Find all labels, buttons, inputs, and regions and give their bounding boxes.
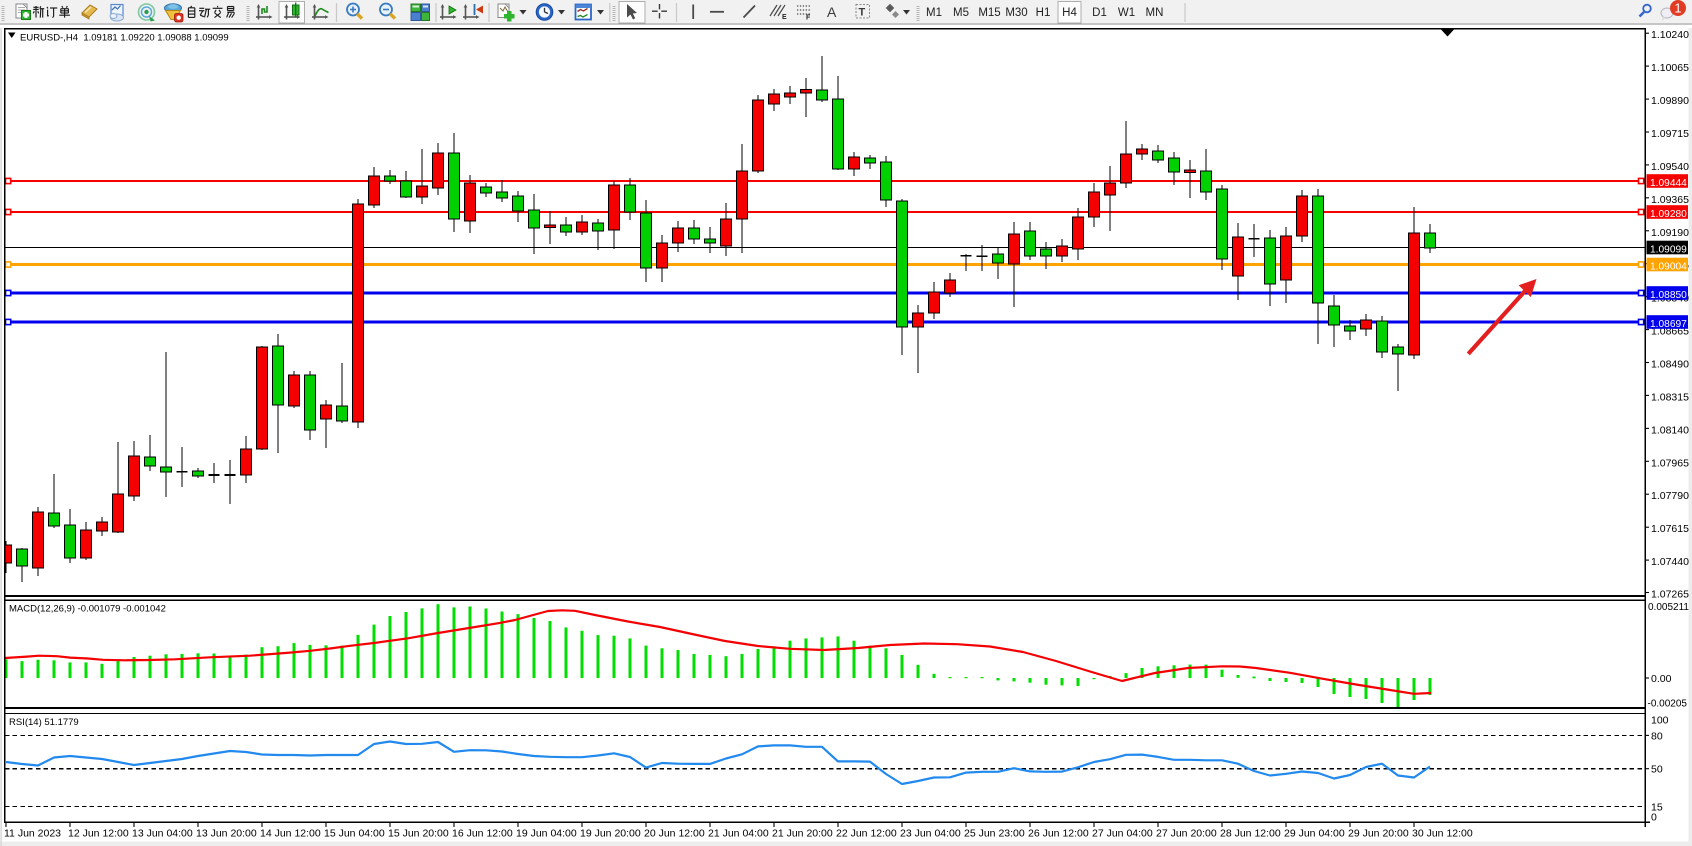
svg-text:1.10240: 1.10240 [1651,29,1689,41]
svg-text:50: 50 [1651,764,1663,776]
svg-text:19 Jun 20:00: 19 Jun 20:00 [580,828,641,840]
svg-text:0: 0 [1651,811,1657,823]
svg-text:1: 1 [1674,1,1681,16]
svg-text:M15: M15 [978,7,1000,19]
svg-text:EURUSD-,H4 1.09181 1.09220 1.: EURUSD-,H4 1.09181 1.09220 1.09088 1.090… [20,33,229,44]
svg-text:E: E [782,14,787,21]
svg-text:16 Jun 12:00: 16 Jun 12:00 [452,828,513,840]
svg-text:1.10065: 1.10065 [1651,62,1689,74]
svg-text:80: 80 [1651,730,1663,742]
svg-text:23 Jun 04:00: 23 Jun 04:00 [900,828,961,840]
svg-text:14 Jun 12:00: 14 Jun 12:00 [260,828,321,840]
svg-text:1.07440: 1.07440 [1651,556,1689,568]
svg-text:1.07265: 1.07265 [1651,589,1689,601]
svg-text:22 Jun 12:00: 22 Jun 12:00 [836,828,897,840]
svg-text:15 Jun 04:00: 15 Jun 04:00 [324,828,385,840]
svg-text:1.09190: 1.09190 [1651,227,1689,239]
svg-text:100: 100 [1651,715,1669,727]
svg-text:D1: D1 [1092,7,1107,19]
svg-text:1.08315: 1.08315 [1651,391,1689,403]
svg-text:0.005211: 0.005211 [1648,602,1689,613]
svg-text:1.08850: 1.08850 [1650,290,1687,301]
svg-text:1.08697: 1.08697 [1650,319,1687,330]
svg-text:F: F [806,15,811,22]
svg-text:H4: H4 [1062,7,1077,19]
svg-text:M30: M30 [1005,7,1027,19]
svg-text:19 Jun 04:00: 19 Jun 04:00 [516,828,577,840]
svg-text:H1: H1 [1036,7,1051,19]
svg-text:-0.00205: -0.00205 [1648,699,1688,710]
svg-text:MN: MN [1146,7,1164,19]
svg-text:1.09099: 1.09099 [1650,244,1687,255]
svg-text:1.09004: 1.09004 [1650,261,1687,272]
svg-text:27 Jun 04:00: 27 Jun 04:00 [1092,828,1153,840]
svg-text:0.00: 0.00 [1651,673,1672,685]
svg-text:1.08490: 1.08490 [1651,359,1689,371]
svg-text:21 Jun 04:00: 21 Jun 04:00 [708,828,769,840]
svg-text:A: A [827,4,837,20]
svg-text:1.09890: 1.09890 [1651,95,1689,107]
svg-text:15: 15 [1651,801,1663,813]
svg-text:M5: M5 [953,7,969,19]
svg-text:1.09715: 1.09715 [1651,128,1689,140]
svg-text:21 Jun 20:00: 21 Jun 20:00 [772,828,833,840]
svg-text:MACD(12,26,9) -0.001079 -0.001: MACD(12,26,9) -0.001079 -0.001042 [9,604,166,615]
svg-text:30 Jun 12:00: 30 Jun 12:00 [1412,828,1473,840]
svg-text:20 Jun 12:00: 20 Jun 12:00 [644,828,705,840]
svg-text:26 Jun 12:00: 26 Jun 12:00 [1028,828,1089,840]
svg-text:RSI(14) 51.1779: RSI(14) 51.1779 [9,717,79,728]
svg-text:M1: M1 [926,7,942,19]
svg-text:28 Jun 12:00: 28 Jun 12:00 [1220,828,1281,840]
svg-text:1.09444: 1.09444 [1650,178,1687,189]
svg-text:25 Jun 23:00: 25 Jun 23:00 [964,828,1025,840]
svg-text:29 Jun 20:00: 29 Jun 20:00 [1348,828,1409,840]
svg-text:12 Jun 12:00: 12 Jun 12:00 [68,828,129,840]
svg-text:T: T [859,7,866,19]
svg-text:W1: W1 [1118,7,1135,19]
svg-text:13 Jun 20:00: 13 Jun 20:00 [196,828,257,840]
svg-text:1.08140: 1.08140 [1651,424,1689,436]
svg-text:11 Jun 2023: 11 Jun 2023 [4,828,61,840]
svg-text:29 Jun 04:00: 29 Jun 04:00 [1284,828,1345,840]
svg-text:15 Jun 20:00: 15 Jun 20:00 [388,828,449,840]
svg-text:1.09540: 1.09540 [1651,161,1689,173]
svg-text:1.07615: 1.07615 [1651,523,1689,535]
svg-text:13 Jun 04:00: 13 Jun 04:00 [132,828,193,840]
svg-text:1.09365: 1.09365 [1651,194,1689,206]
svg-text:1.07965: 1.07965 [1651,457,1689,469]
svg-text:1.07790: 1.07790 [1651,490,1689,502]
svg-text:1.09280: 1.09280 [1650,209,1687,220]
svg-text:27 Jun 20:00: 27 Jun 20:00 [1156,828,1217,840]
